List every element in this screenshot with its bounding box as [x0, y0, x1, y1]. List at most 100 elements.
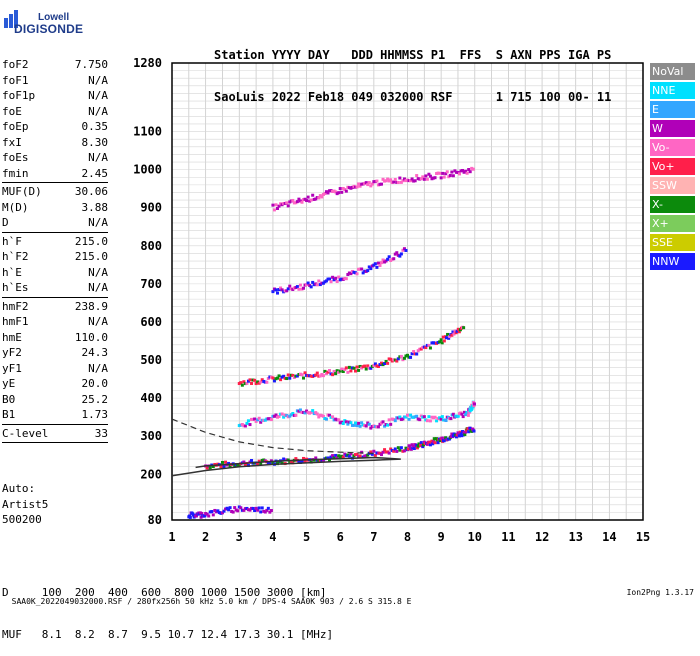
echo-point [354, 453, 358, 457]
echo-point [256, 380, 260, 384]
echo-point [393, 358, 397, 362]
auto-label: Auto: [2, 482, 36, 495]
echo-point [395, 251, 399, 255]
echo-point [357, 368, 361, 372]
echo-point [462, 170, 466, 174]
echo-point [373, 425, 377, 429]
echo-point [369, 426, 373, 430]
param-key: fmin [2, 166, 29, 180]
echo-point [350, 269, 354, 273]
echo-point [246, 508, 250, 512]
echo-point [297, 197, 301, 201]
echo-point [366, 364, 370, 368]
echo-point [372, 363, 376, 367]
param-row-fxi: fxI 8.30 [2, 135, 108, 151]
echo-point [436, 417, 440, 421]
echo-point [256, 462, 260, 466]
echo-point [456, 327, 460, 331]
echo-point [285, 458, 289, 462]
echo-point [438, 340, 442, 344]
echo-point [286, 415, 290, 419]
echo-point [441, 171, 445, 175]
echo-point [295, 200, 299, 204]
y-tick-label: 80 [148, 513, 162, 527]
echo-point [311, 280, 315, 284]
echo-point [415, 443, 419, 447]
echo-point [289, 199, 293, 203]
echo-point [248, 423, 252, 427]
echo-point [257, 459, 261, 463]
echo-point [376, 425, 380, 429]
echo-point [412, 415, 416, 419]
echo-point [250, 381, 254, 385]
echo-point [387, 357, 391, 361]
echo-point [251, 378, 255, 382]
echo-point [248, 508, 252, 512]
param-row-fof1p: foF1p N/A [2, 88, 108, 104]
echo-point [317, 279, 321, 283]
echo-point [459, 432, 463, 436]
echo-point [347, 365, 351, 369]
echo-point [422, 177, 426, 181]
echo-point [354, 271, 358, 275]
echo-point [309, 410, 313, 414]
artist-version: Artist5 [2, 497, 49, 511]
echo-point [393, 252, 397, 256]
echo-point [311, 374, 315, 378]
echo-point [237, 424, 241, 428]
echo-point [285, 201, 289, 205]
param-separator [2, 296, 108, 298]
echo-point [433, 415, 437, 419]
echo-point [358, 364, 362, 368]
echo-point [233, 464, 237, 468]
echo-point [372, 424, 376, 428]
echo-point [384, 179, 388, 183]
echo-point [363, 454, 367, 458]
echo-point [355, 424, 359, 428]
echo-point [441, 335, 445, 339]
echo-point [198, 511, 202, 515]
echo-point [358, 267, 362, 271]
echo-point [383, 361, 387, 365]
echo-point [340, 277, 344, 281]
echo-point [358, 184, 362, 188]
echo-point [305, 373, 309, 377]
echo-point [461, 415, 465, 419]
echo-point [294, 457, 298, 461]
echo-point [425, 442, 429, 446]
echo-point [422, 345, 426, 349]
echo-point [329, 372, 333, 376]
echo-point [393, 177, 397, 181]
param-key: fxI [2, 135, 22, 149]
echo-point [274, 413, 278, 417]
echo-point [360, 450, 364, 454]
param-key: hmF2 [2, 299, 29, 313]
echo-point [346, 422, 350, 426]
echo-point [436, 171, 440, 175]
footer-info: SAA0K_2022049032000.RSF / 280fx256h 50 k… [11, 597, 412, 606]
echo-point [341, 422, 345, 426]
echo-point [214, 510, 218, 514]
echo-point [250, 417, 254, 421]
echo-point [309, 285, 313, 289]
echo-point [419, 177, 423, 181]
echo-point [240, 423, 244, 427]
echo-point [323, 191, 327, 195]
echo-point [449, 435, 453, 439]
param-row-fmin: fmin 2.45 [2, 166, 108, 182]
echo-point [219, 511, 223, 515]
echo-point [294, 374, 298, 378]
scaled-parameters-panel: foF2 7.750 foF1 N/A foF1p N/A foE N/A foEp 0.35 fx… [2, 57, 108, 444]
echo-point [298, 199, 302, 203]
echo-point [288, 460, 292, 464]
echo-point [224, 460, 228, 464]
x-tick-label: 14 [602, 530, 616, 544]
echo-point [277, 288, 281, 292]
echo-point [395, 416, 399, 420]
echo-point [472, 429, 476, 433]
echo-point [276, 291, 280, 295]
echo-point [242, 508, 246, 512]
echo-point [419, 414, 423, 418]
echo-point [347, 271, 351, 275]
legend-item-noval: NoVal [650, 63, 695, 80]
